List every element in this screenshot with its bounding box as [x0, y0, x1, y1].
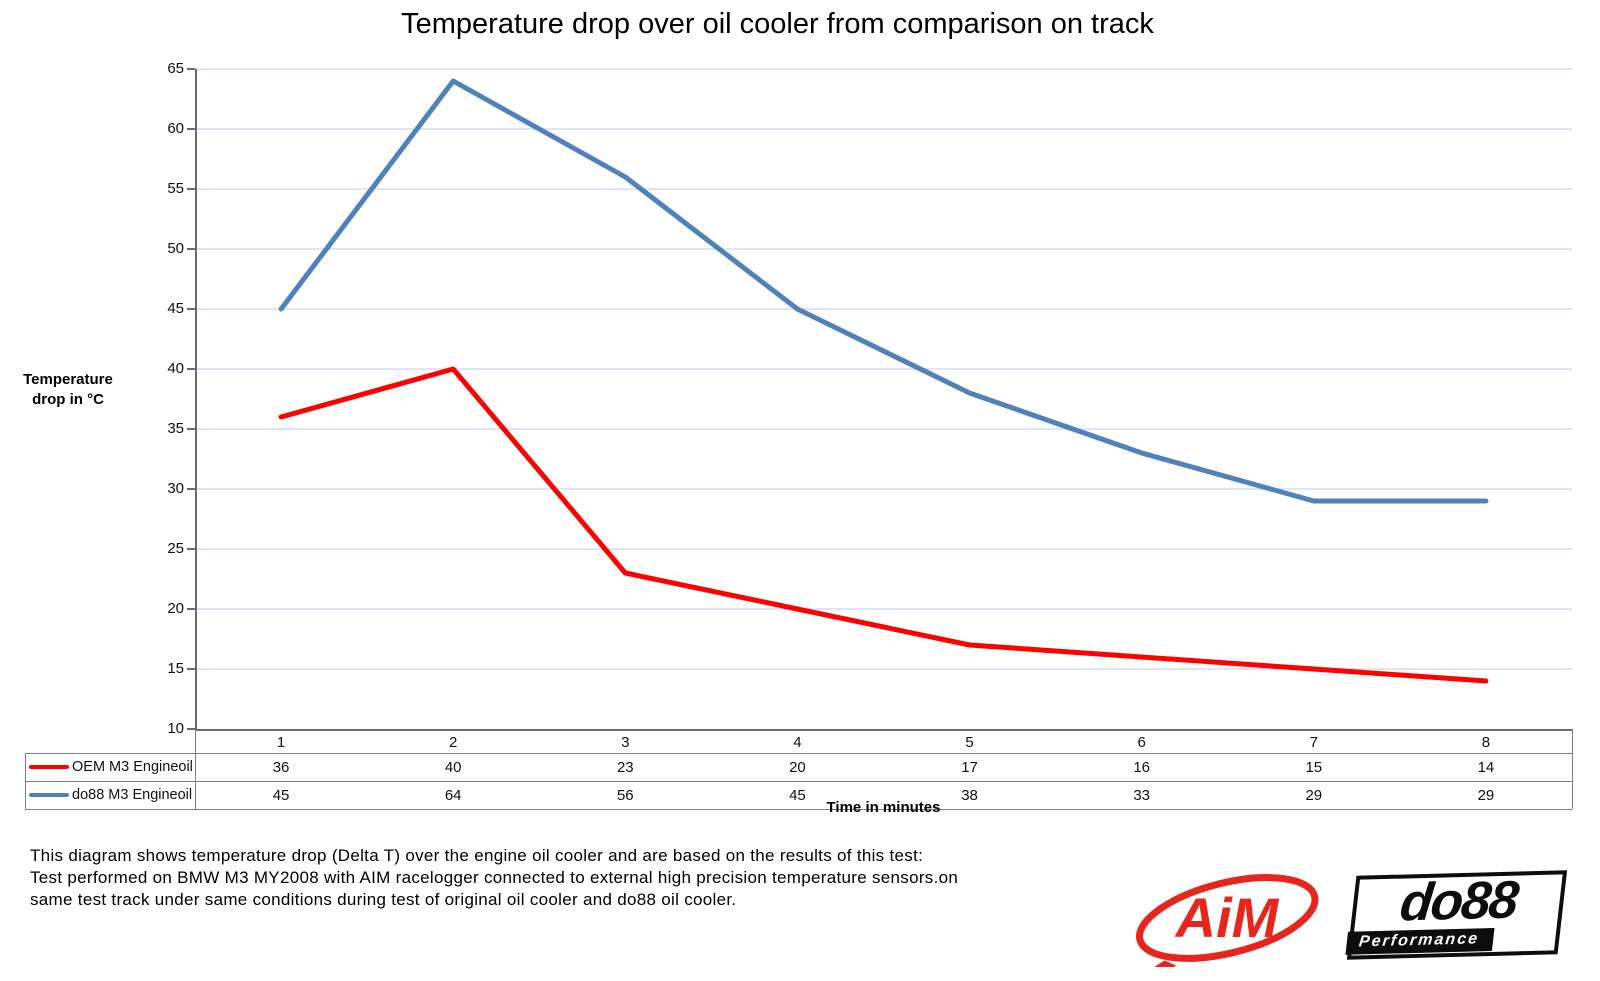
legend-label: do88 M3 Engineoil [72, 787, 193, 803]
y-axis-title: Temperature drop in °C [12, 370, 124, 410]
table-border-vertical [1572, 729, 1573, 809]
table-cell-value: 45 [789, 787, 806, 804]
y-axis-tick [187, 308, 195, 310]
y-axis-tick-label: 45 [167, 300, 184, 317]
table-border-vertical [25, 753, 26, 809]
table-cell-value: 45 [272, 787, 290, 804]
y-axis-tick [187, 548, 195, 550]
aim-logo-text: AiM [1174, 886, 1280, 949]
category-row: 1 2 3 4 5 6 7 8 [195, 731, 1572, 753]
table-border-vertical [195, 69, 197, 729]
legend-item: do88 M3 Engineoil [25, 781, 195, 809]
chart-canvas [195, 68, 1572, 684]
y-axis-tick [187, 488, 195, 490]
do88-logo-subtext: Performance [1345, 927, 1495, 955]
aim-logo-swoosh-icon [1153, 960, 1177, 967]
footnote: This diagram shows temperature drop (Del… [30, 845, 1110, 911]
table-cell-value: 38 [961, 787, 978, 804]
legend-line-swatch-icon [29, 764, 69, 770]
table-border-horizontal [25, 809, 1572, 810]
y-axis-tick-label: 65 [167, 60, 184, 77]
y-axis-tick [187, 368, 195, 370]
x-axis-title: Time in minutes [826, 799, 941, 816]
table-cell-value: 56 [616, 787, 634, 804]
y-axis-title-line1: Temperature [23, 371, 113, 388]
y-axis-tick [187, 188, 195, 190]
table-cell-value: 15 [1305, 759, 1323, 776]
footnote-line-1: This diagram shows temperature drop (Del… [30, 846, 924, 865]
y-axis-tick-label: 15 [167, 660, 184, 677]
table-cell-value: 64 [444, 787, 462, 804]
y-axis-tick-label: 25 [167, 540, 184, 557]
table-border-horizontal [25, 781, 1572, 782]
y-axis-tick-label: 40 [167, 360, 184, 377]
y-axis-tick [187, 68, 195, 70]
table-cell-value: 16 [1133, 759, 1151, 776]
y-axis-tick [187, 428, 195, 430]
y-axis-tick [187, 128, 195, 130]
do88-logo-text: do88 [1397, 870, 1520, 933]
y-axis-tick-label: 35 [167, 420, 184, 437]
y-axis-tick-label: 30 [167, 480, 184, 497]
y-axis-tick [187, 248, 195, 250]
series-line-do88-m3-engineoil [278, 78, 1489, 504]
table-cell-value: 36 [272, 759, 290, 776]
x-category-label: 6 [1137, 733, 1146, 751]
table-cell-value: 17 [961, 759, 978, 776]
legend-line-swatch-icon [29, 792, 69, 798]
y-axis-tick-label: 20 [167, 600, 184, 617]
footnote-line-3: same test track under same conditions du… [30, 890, 737, 909]
table-cell-value: 29 [1305, 787, 1323, 804]
do88-logo: do88 Performance [1345, 870, 1568, 960]
y-axis-tick-label: 50 [167, 240, 184, 257]
table-cell-value: 23 [616, 759, 634, 776]
table-cell-value: 40 [444, 759, 462, 776]
y-axis-tick [187, 668, 195, 670]
table-border-horizontal [25, 753, 1572, 754]
y-axis-tick [187, 608, 195, 610]
table-cell-value: 29 [1477, 787, 1495, 804]
legend-label: OEM M3 Engineoil [72, 759, 193, 775]
table-cell-value: 20 [789, 759, 806, 776]
y-axis-title-line2: drop in °C [32, 391, 104, 408]
y-axis-tick [187, 728, 195, 730]
x-category-label: 8 [1481, 733, 1491, 751]
y-axis-tick-label: 60 [167, 120, 184, 137]
legend-item: OEM M3 Engineoil [25, 753, 195, 781]
x-category-label: 5 [965, 733, 974, 751]
table-value-row: 45 64 56 45 38 33 29 29 [195, 782, 1572, 809]
table-cell-value: 33 [1133, 787, 1151, 804]
table-border-horizontal [195, 729, 1572, 731]
x-category-label: 2 [449, 733, 458, 751]
y-axis-tick-label: 10 [167, 720, 184, 737]
x-category-label: 4 [793, 733, 802, 751]
y-axis-tick-label: 55 [167, 180, 184, 197]
series-line-oem-m3-engineoil [278, 366, 1489, 684]
x-category-label: 3 [621, 733, 630, 751]
x-category-label: 1 [276, 733, 286, 751]
table-border-vertical [195, 729, 196, 809]
footnote-line-2: Test performed on BMW M3 MY2008 with AIM… [30, 868, 959, 887]
aim-logo: AiM [1136, 874, 1319, 967]
x-category-label: 7 [1309, 733, 1318, 751]
chart-plot-area [195, 68, 1572, 729]
page-title: Temperature drop over oil cooler from co… [401, 8, 1154, 40]
table-value-row: 36 40 23 20 17 16 15 14 [195, 754, 1572, 781]
aim-logo-ellipse-icon [1136, 874, 1319, 962]
table-cell-value: 14 [1477, 759, 1495, 776]
